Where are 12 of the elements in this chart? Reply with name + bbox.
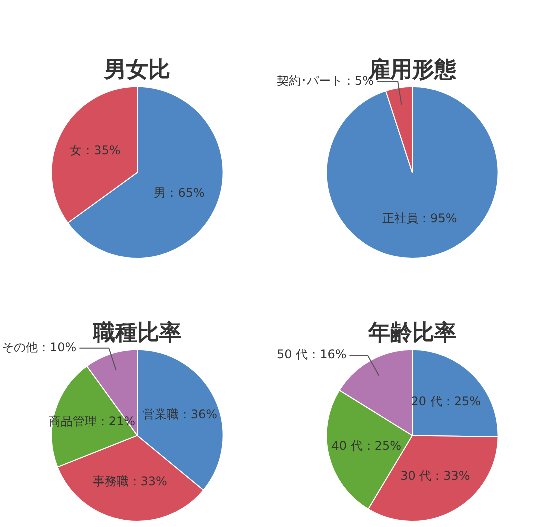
slice-label: 事務職：33% (92, 474, 168, 488)
chart-title: 男女比 (104, 58, 170, 83)
slice-label: 女：35% (70, 143, 121, 158)
slice-label: その他：10% (2, 340, 77, 355)
slice-label: 男：65% (154, 186, 205, 200)
chart-title: 職種比率 (92, 320, 182, 346)
chart-title: 年齢比率 (368, 320, 456, 346)
slice-label: 30 代：33% (400, 469, 470, 484)
slice-label: 40 代：25% (332, 438, 402, 453)
slice-label: 50 代：16% (276, 348, 347, 362)
slice-label: 営業職：36% (142, 408, 218, 422)
slice-label: 正社員：95% (382, 211, 458, 226)
